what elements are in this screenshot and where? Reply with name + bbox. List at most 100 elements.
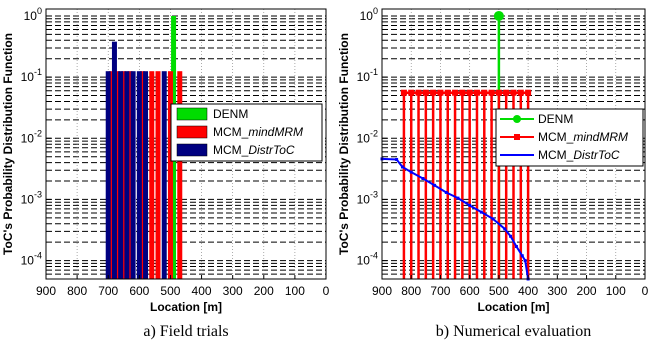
point-mcm-distrtoc [491,217,495,221]
y-tick-labels: 100 10-1 10-2 10-3 10-4 [21,6,51,268]
point-mcm-distrtoc [421,176,425,180]
x-tick-label: 0 [642,284,649,298]
x-tick-label: 800 [67,284,87,298]
bar-mcm-mindmrm [167,71,173,279]
point-mcm-distrtoc [503,227,507,231]
caption: b) Numerical evaluation [436,323,592,340]
panel-numerical-evaluation: 900 800 700 600 500 400 300 200 100 0 100 10-1 10-2… [337,6,649,340]
y-tick-label: 10-2 [357,128,378,145]
legend-swatch-mcm-mindmrm [176,125,208,139]
y-tick-label: 10-4 [357,251,378,268]
x-axis-title: Location [m] [478,300,550,314]
marker-mcm-mindmrm [444,89,451,96]
x-tick-label: 700 [430,284,450,298]
legend-marker-mcm-mindmrm [514,134,520,140]
plot-frame [45,8,327,280]
x-tick-label: 600 [129,284,149,298]
x-tick-label: 500 [160,284,180,298]
legend-swatch-mcm-distrtoc [176,143,208,157]
marker-mcm-mindmrm [495,89,502,96]
point-mcm-distrtoc [520,254,524,258]
marker-mcm-mindmrm [466,89,473,96]
y-tick-label: 10-3 [21,189,42,206]
y-tick-label: 100 [24,6,42,23]
y-tick-label: 10-2 [21,128,42,145]
legend-label-denm: DENM [213,107,248,121]
x-tick-label: 400 [518,284,538,298]
x-tick-label: 0 [323,284,330,298]
point-mcm-distrtoc [395,157,399,161]
bar-mcm-mindmrm [149,71,155,279]
x-axis-title: Location [m] [150,300,222,314]
bar-mcm-distrtoc [111,41,117,279]
point-mcm-distrtoc [514,244,518,248]
x-tick-label: 400 [192,284,212,298]
bar-mcm-mindmrm [139,71,145,279]
caption: a) Field trials [143,323,228,340]
y-tick-labels: 100 10-1 10-2 10-3 10-4 [357,6,387,268]
x-tick-label: 100 [606,284,626,298]
bar-mcm-distrtoc [124,71,130,279]
x-tick-label: 300 [223,284,243,298]
x-tick-label: 700 [98,284,118,298]
marker-mcm-mindmrm [481,89,488,96]
bar-mcm-mindmrm [108,71,114,279]
x-tick-label: 500 [489,284,509,298]
bar-mcm-distrtoc [136,71,142,279]
plot-frame [381,8,646,280]
point-mcm-distrtoc [509,234,513,238]
bar-mcm-distrtoc [143,71,149,279]
legend-label-mcm-mindmrm: MCM_mindMRM [213,125,303,139]
panel-field-trials: 900 800 700 600 500 400 300 200 100 0 100 10-1 10-2… [1,6,330,340]
point-mcm-distrtoc [523,259,527,263]
point-mcm-distrtoc [468,203,472,207]
y-tick-label: 10-1 [21,67,42,84]
bar-mcm-distrtoc [105,71,111,279]
x-tick-labels: 900 800 700 600 500 400 300 200 100 0 [372,275,649,298]
bar-mcm-mindmrm [155,71,161,279]
x-tick-label: 900 [372,284,392,298]
point-mcm-distrtoc [444,190,448,194]
marker-mcm-mindmrm [525,89,532,96]
point-mcm-distrtoc [409,170,413,174]
x-tick-labels: 900 800 700 600 500 400 300 200 100 0 [36,275,330,298]
bar-mcm-distrtoc [118,71,124,279]
bar-mcm-distrtoc [130,71,136,279]
bar-mcm-distrtoc [161,71,167,279]
x-tick-label: 300 [547,284,567,298]
legend-label-mcm-distrtoc: MCM_DistrToC [538,148,620,162]
marker-mcm-mindmrm [517,89,524,96]
marker-mcm-mindmrm [452,89,459,96]
x-tick-label: 200 [254,284,274,298]
y-tick-label: 10-4 [21,251,42,268]
legend: DENM MCM_mindMRM MCM_DistrToC [170,103,323,162]
legend: DENM MCM_mindMRM MCM_DistrToC [495,108,644,167]
bar-mcm-mindmrm [115,71,121,279]
marker-mcm-mindmrm [408,89,415,96]
legend-swatch-denm [176,107,208,121]
bar-mcm-mindmrm [127,71,133,279]
marker-mcm-mindmrm [488,89,495,96]
marker-mcm-mindmrm [422,89,429,96]
marker-mcm-mindmrm [400,89,407,96]
legend-label-mcm-mindmrm: MCM_mindMRM [538,130,628,144]
x-tick-label: 900 [36,284,56,298]
y-tick-label: 10-3 [357,189,378,206]
marker-mcm-mindmrm [510,89,517,96]
point-mcm-distrtoc [479,210,483,214]
marker-mcm-mindmrm [503,89,510,96]
y-axis-title: ToC's Probability Distribution Function [1,33,15,255]
y-tick-label: 10-1 [357,67,378,84]
y-axis-title: ToC's Probability Distribution Function [337,33,351,255]
point-mcm-distrtoc [400,165,404,169]
legend-marker-denm [513,115,521,123]
legend-label-mcm-distrtoc: MCM_DistrToC [213,143,295,157]
marker-mcm-mindmrm [459,89,466,96]
legend-label-denm: DENM [538,112,573,126]
marker-mcm-mindmrm [430,89,437,96]
y-tick-label: 100 [360,6,378,23]
bar-mcm-mindmrm [121,71,127,279]
marker-mcm-mindmrm [473,89,480,96]
marker-mcm-mindmrm [415,89,422,96]
